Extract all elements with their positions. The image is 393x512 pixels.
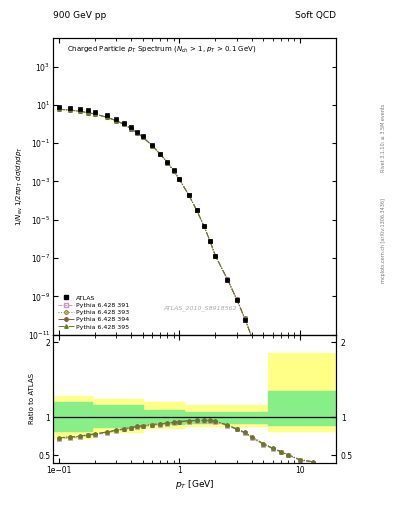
Text: Rivet 3.1.10; ≥ 3.5M events: Rivet 3.1.10; ≥ 3.5M events (381, 104, 386, 173)
Text: ATLAS_2010_S8918562: ATLAS_2010_S8918562 (163, 305, 237, 311)
Legend: ATLAS, Pythia 6.428 391, Pythia 6.428 393, Pythia 6.428 394, Pythia 6.428 395: ATLAS, Pythia 6.428 391, Pythia 6.428 39… (56, 293, 131, 331)
Y-axis label: Ratio to ATLAS: Ratio to ATLAS (29, 373, 35, 424)
X-axis label: $p_T$ [GeV]: $p_T$ [GeV] (175, 478, 214, 491)
Y-axis label: $1/N_{\rm ev}\ 1/2\pi p_T\ d\sigma/d\eta dp_T$: $1/N_{\rm ev}\ 1/2\pi p_T\ d\sigma/d\eta… (15, 146, 25, 226)
Text: 900 GeV pp: 900 GeV pp (53, 11, 106, 20)
Text: Soft QCD: Soft QCD (295, 11, 336, 20)
Text: mcplots.cern.ch [arXiv:1306.3436]: mcplots.cern.ch [arXiv:1306.3436] (381, 198, 386, 283)
Text: Charged Particle $p_T$ Spectrum ($N_{ch}$ > 1, $p_T$ > 0.1 GeV): Charged Particle $p_T$ Spectrum ($N_{ch}… (67, 45, 257, 54)
